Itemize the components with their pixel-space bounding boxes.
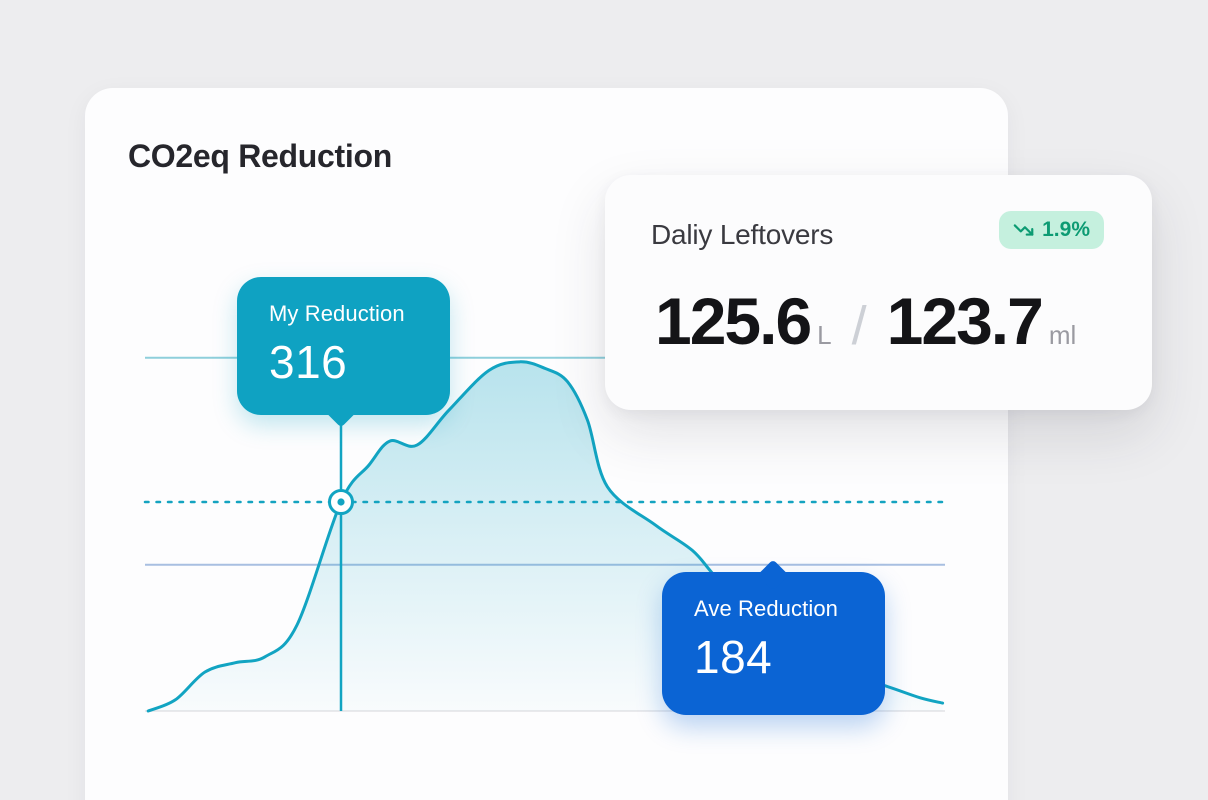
ave-reduction-label: Ave Reduction — [694, 596, 838, 621]
leftovers-values-row: 125.6 L / 123.7 ml — [655, 283, 1076, 359]
daily-leftovers-card: Daliy Leftovers 1.9% 125.6 L / 123.7 ml — [605, 175, 1152, 410]
secondary-value: 123.7 — [886, 284, 1044, 358]
trending-down-icon — [1013, 224, 1034, 236]
primary-value: 125.6 — [655, 284, 812, 358]
trend-badge: 1.9% — [999, 211, 1104, 249]
primary-unit: L — [817, 320, 832, 350]
my-reduction-value: 316 — [269, 336, 348, 388]
value-divider: / — [851, 296, 867, 356]
daily-leftovers-title: Daliy Leftovers — [651, 219, 834, 250]
trend-percentage: 1.9% — [1042, 218, 1090, 241]
ave-reduction-tooltip: Ave Reduction 184 — [662, 559, 885, 715]
secondary-unit: ml — [1048, 320, 1077, 350]
ave-reduction-value: 184 — [694, 631, 773, 683]
my-reduction-tooltip: My Reduction 316 — [237, 277, 450, 428]
marker-dot — [337, 498, 345, 506]
my-reduction-label: My Reduction — [269, 301, 405, 326]
data-point-marker[interactable] — [328, 488, 354, 515]
page-title: CO2eq Reduction — [128, 138, 392, 174]
